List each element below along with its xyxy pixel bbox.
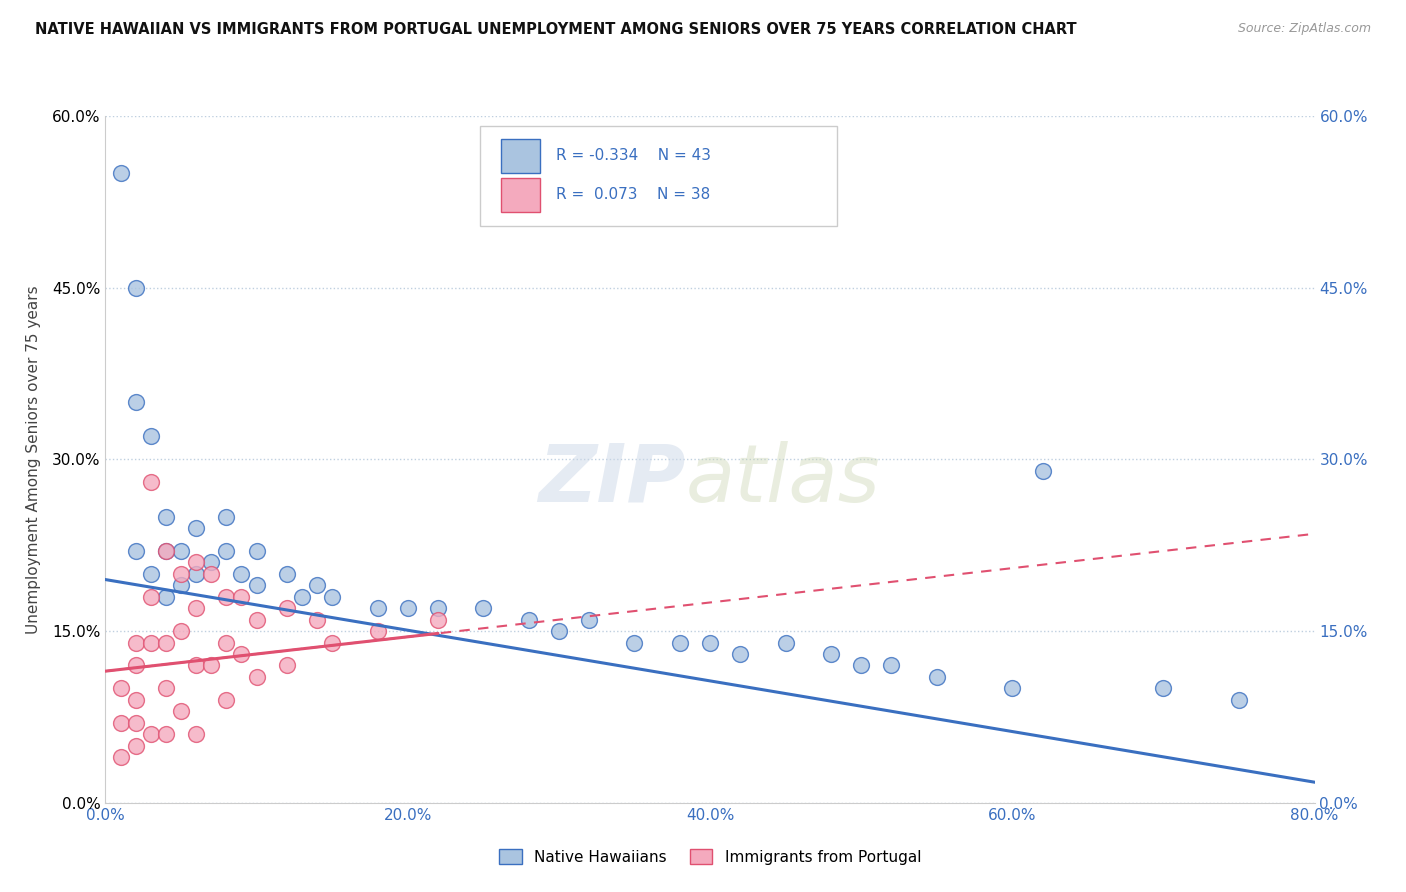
Point [139,475,162,490]
Point [548,624,571,639]
Point [186,658,208,673]
FancyBboxPatch shape [501,138,540,173]
Point [1001,681,1024,696]
Point [775,635,797,649]
Point [155,509,177,524]
Point [155,590,177,604]
Point [321,590,343,604]
Point [139,566,162,581]
Point [699,635,721,649]
Point [125,739,148,753]
Point [155,727,177,741]
Point [307,578,329,592]
Point [186,727,208,741]
Point [246,544,269,558]
Point [925,670,948,684]
Point [849,658,872,673]
Point [155,544,177,558]
Point [125,658,148,673]
Point [1032,464,1054,478]
Point [246,578,269,592]
Point [366,601,388,615]
Point [820,647,842,661]
Point [186,566,208,581]
Point [125,715,148,730]
Point [139,727,162,741]
Point [291,590,314,604]
Point [125,635,148,649]
Point [125,395,148,409]
Point [170,578,193,592]
Point [246,670,269,684]
Point [170,544,193,558]
Text: Source: ZipAtlas.com: Source: ZipAtlas.com [1237,22,1371,36]
Text: R = -0.334    N = 43: R = -0.334 N = 43 [557,148,711,163]
Point [110,681,132,696]
Point [396,601,419,615]
Text: ZIP: ZIP [538,441,686,519]
Point [110,750,132,764]
Point [231,566,253,581]
Point [276,566,298,581]
Point [880,658,903,673]
Point [623,635,645,649]
Point [200,566,222,581]
Text: R =  0.073    N = 38: R = 0.073 N = 38 [557,187,710,202]
Point [246,613,269,627]
Point [139,590,162,604]
Point [231,590,253,604]
Point [427,601,450,615]
Point [472,601,495,615]
Point [215,544,238,558]
Point [215,635,238,649]
Point [186,521,208,535]
Point [307,613,329,627]
Text: atlas: atlas [686,441,880,519]
Point [321,635,343,649]
FancyBboxPatch shape [501,178,540,212]
Point [110,166,132,180]
Point [110,715,132,730]
Point [186,601,208,615]
Point [155,635,177,649]
Point [186,555,208,570]
Point [517,613,540,627]
Point [155,544,177,558]
Point [125,281,148,295]
FancyBboxPatch shape [481,127,837,226]
Point [276,658,298,673]
Point [427,613,450,627]
Point [170,704,193,718]
Y-axis label: Unemployment Among Seniors over 75 years: Unemployment Among Seniors over 75 years [25,285,41,633]
Point [669,635,692,649]
Point [200,658,222,673]
Point [1227,692,1250,706]
Point [730,647,752,661]
Point [155,681,177,696]
Point [200,555,222,570]
Point [1153,681,1175,696]
Legend: Native Hawaiians, Immigrants from Portugal: Native Hawaiians, Immigrants from Portug… [492,843,928,871]
Point [215,590,238,604]
Point [170,566,193,581]
Point [276,601,298,615]
Point [215,509,238,524]
Point [215,692,238,706]
Point [139,635,162,649]
Point [578,613,600,627]
Point [170,624,193,639]
Point [125,544,148,558]
Point [125,692,148,706]
Point [139,429,162,443]
Point [366,624,388,639]
Text: NATIVE HAWAIIAN VS IMMIGRANTS FROM PORTUGAL UNEMPLOYMENT AMONG SENIORS OVER 75 Y: NATIVE HAWAIIAN VS IMMIGRANTS FROM PORTU… [35,22,1077,37]
Point [231,647,253,661]
